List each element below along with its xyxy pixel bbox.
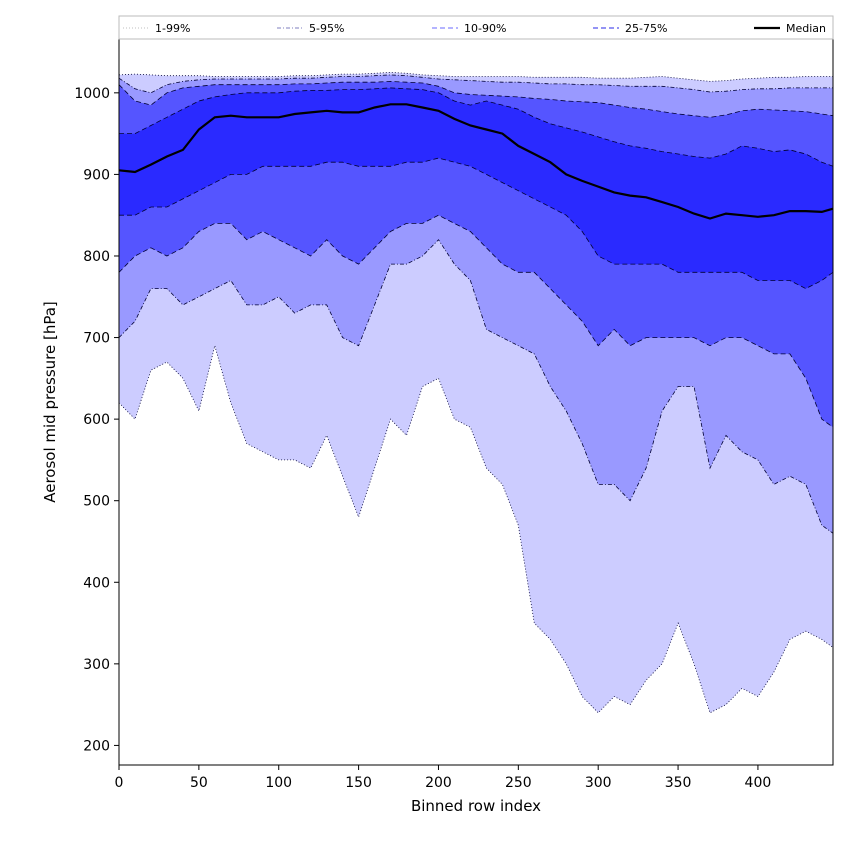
y-tick-label: 400 xyxy=(83,575,110,591)
y-tick-label: 500 xyxy=(83,494,110,510)
legend-label-0: 1-99% xyxy=(155,22,190,35)
y-tick-label: 1000 xyxy=(74,86,110,102)
x-tick-label: 0 xyxy=(115,775,124,791)
band-1-upper-edge xyxy=(118,74,833,94)
band-3-upper-edge xyxy=(119,87,834,167)
band-2-lower-edge xyxy=(118,214,834,428)
x-tick-label: 200 xyxy=(425,775,452,791)
median-line xyxy=(118,103,834,220)
y-tick-label: 700 xyxy=(83,331,110,347)
legend-frame xyxy=(118,15,834,40)
x-tick-label: 350 xyxy=(665,775,692,791)
y-tick-label: 200 xyxy=(83,738,110,754)
y-tick-label: 600 xyxy=(83,412,110,428)
legend: 1-99% 5-95% 10-90% 25-75% Median xyxy=(118,15,834,40)
y-tick-label: 800 xyxy=(83,249,110,265)
y-tick-label: 900 xyxy=(83,167,110,183)
legend-items: 1-99% 5-95% 10-90% 25-75% Median xyxy=(123,22,826,35)
legend-label-3: 25-75% xyxy=(625,22,667,35)
x-axis-ticks: 0 50 100 150 200 250 300 350 400 xyxy=(115,765,772,791)
y-tick-label: 300 xyxy=(83,657,110,673)
x-tick-label: 150 xyxy=(345,775,372,791)
x-tick-label: 300 xyxy=(585,775,612,791)
quantile-lines xyxy=(118,71,834,714)
x-tick-label: 50 xyxy=(190,775,208,791)
band-3-lower-edge xyxy=(119,157,834,290)
band-1-lower-edge xyxy=(118,239,834,534)
quantile-bands xyxy=(119,72,833,713)
legend-label-1: 5-95% xyxy=(309,22,344,35)
legend-label-2: 10-90% xyxy=(464,22,506,35)
band-2-upper-edge xyxy=(118,80,834,118)
y-axis-label: Aerosol mid pressure [hPa] xyxy=(41,301,59,503)
band-3 xyxy=(119,87,833,289)
x-tick-label: 400 xyxy=(745,775,772,791)
x-tick-label: 250 xyxy=(505,775,532,791)
y-axis-ticks: 200 300 400 500 600 700 800 900 1000 xyxy=(74,86,119,754)
legend-label-4: Median xyxy=(786,22,826,35)
x-tick-label: 100 xyxy=(265,775,292,791)
x-axis-label: Binned row index xyxy=(411,797,541,815)
